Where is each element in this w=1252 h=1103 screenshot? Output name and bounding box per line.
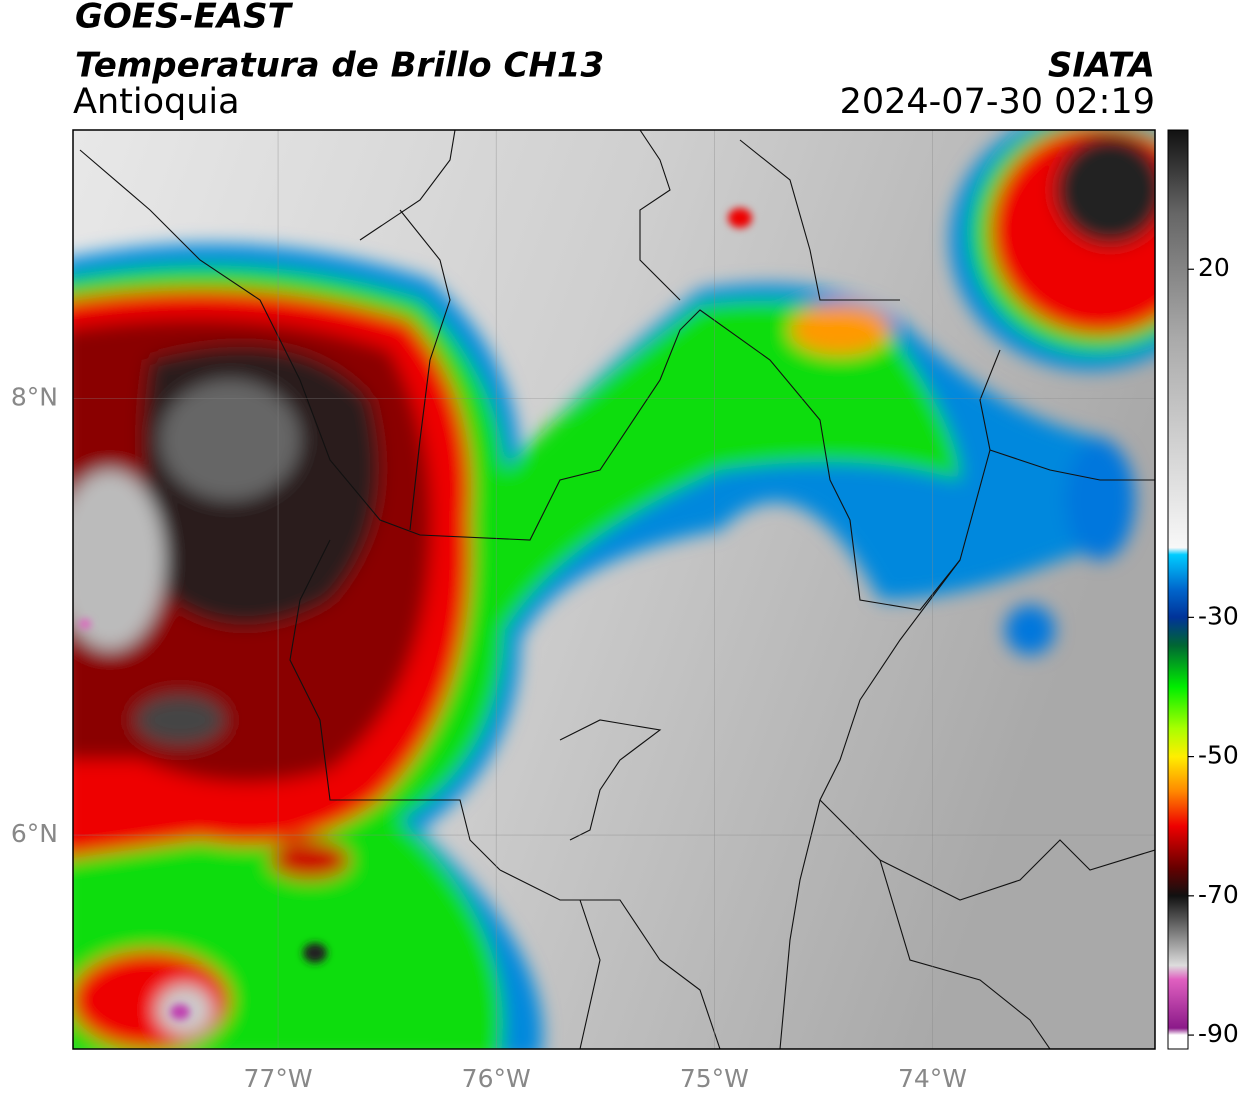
colorbar-tick-label: -70 xyxy=(1198,880,1239,909)
colorbar-tick-label: -50 xyxy=(1198,741,1239,770)
satellite-image xyxy=(73,130,1155,1049)
borders xyxy=(79,130,1155,1049)
lon-tick-label: 76°W xyxy=(462,1064,531,1093)
lat-tick-label: 6°N xyxy=(11,819,58,848)
datetime-label: 2024-07-30 02:19 xyxy=(840,82,1155,122)
map-frame xyxy=(72,129,1156,1050)
lon-tick-label: 74°W xyxy=(898,1064,967,1093)
lon-tick-label: 77°W xyxy=(244,1064,313,1093)
colorbar-tick-label: -30 xyxy=(1198,601,1239,630)
region-label: Antioquia xyxy=(73,82,240,122)
lon-tick-label: 75°W xyxy=(680,1064,749,1093)
colorbar xyxy=(1167,129,1189,1050)
colorbar-tick-label: 20 xyxy=(1198,253,1230,282)
colorbar-tick-label: -90 xyxy=(1198,1019,1239,1048)
product-title: Temperatura de Brillo CH13 xyxy=(75,46,604,86)
satellite-title: GOES-EAST xyxy=(75,0,294,37)
lat-tick-label: 8°N xyxy=(11,382,58,411)
source-label: SIATA xyxy=(1048,46,1155,86)
